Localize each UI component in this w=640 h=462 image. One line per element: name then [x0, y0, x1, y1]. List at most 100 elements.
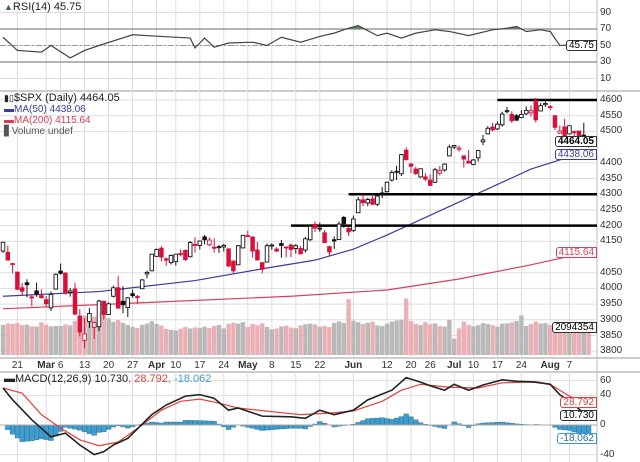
- x-axis-label: 7: [566, 360, 573, 371]
- candle-body: [120, 300, 126, 306]
- x-axis-label: 8: [269, 360, 275, 371]
- candle-body: [183, 249, 188, 260]
- ma200-value: 4115.64: [55, 115, 91, 126]
- volume-bar: [154, 323, 159, 355]
- volume-bar: [192, 327, 198, 355]
- volume-bar: [322, 325, 327, 355]
- candle-body: [221, 244, 227, 248]
- candle-body: [394, 170, 399, 173]
- candle-body: [475, 150, 481, 159]
- candle-body: [471, 159, 476, 165]
- candle-body: [29, 296, 35, 299]
- macd-histogram-bar: [206, 420, 213, 426]
- candle-body: [543, 103, 548, 106]
- macd-title: MACD(12,26,9): [15, 373, 92, 385]
- candle-body: [447, 146, 452, 157]
- macd-histogram-bar: [53, 424, 59, 437]
- volume-bar: [231, 322, 236, 355]
- price-tick-label: 4600: [600, 94, 623, 105]
- candle-body: [547, 106, 553, 109]
- volume-bar: [528, 324, 534, 355]
- price-tick-label: 4500: [600, 125, 623, 137]
- volume-bar: [533, 321, 538, 355]
- candle-body: [245, 235, 251, 238]
- volume-bar: [135, 327, 140, 355]
- volume-bar: [178, 328, 183, 355]
- candle-body: [43, 299, 49, 305]
- candle-body: [538, 105, 543, 112]
- macd-histogram-bar: [557, 424, 563, 430]
- x-axis-label: Apr: [147, 360, 166, 371]
- candle-body: [523, 109, 529, 115]
- volume-bar: [428, 324, 433, 355]
- candle-body: [115, 287, 121, 309]
- x-axis-label: 26: [424, 360, 436, 371]
- candle-body: [466, 160, 471, 164]
- histogram-value-badge: -18.062: [557, 433, 597, 444]
- volume-bar: [327, 327, 332, 355]
- x-axis-label: 15: [290, 360, 302, 371]
- volume-bar: [548, 324, 553, 355]
- volume-bar: [144, 323, 150, 355]
- candle-body: [235, 245, 241, 266]
- candle-body: [557, 130, 563, 134]
- macd-histogram-bar: [264, 424, 270, 431]
- volume-bar: [509, 322, 514, 355]
- volume-bar: [245, 326, 250, 355]
- candle-body: [10, 263, 15, 266]
- candle-body: [533, 100, 539, 121]
- volume-bar: [375, 325, 380, 355]
- candle-body: [216, 246, 222, 249]
- volume-bars-icon: ▋: [4, 126, 12, 137]
- macd-histogram-bar: [283, 424, 289, 429]
- candle-body: [274, 248, 279, 252]
- x-axis-label: 27: [127, 360, 139, 371]
- volume-bar: [120, 322, 126, 355]
- candle-body: [53, 273, 59, 290]
- macd-histogram-bar: [91, 424, 97, 436]
- x-axis-label: 12: [381, 360, 393, 371]
- volume-bar: [341, 322, 346, 355]
- candle-body: [437, 169, 443, 174]
- macd-tick-label: 0: [600, 419, 606, 430]
- rsi-legend: ▲RSI(14) 45.75: [4, 1, 81, 13]
- volume-bar: [365, 322, 370, 355]
- volume-bar: [48, 326, 54, 355]
- volume-bar: [264, 326, 270, 355]
- price-title: $SPX (Daily): [13, 92, 77, 104]
- candle-body: [427, 179, 433, 186]
- ma50-value: 4438.06: [49, 104, 86, 115]
- macd-histogram-bar: [566, 424, 573, 431]
- candle-body: [288, 244, 294, 250]
- x-axis-label: 17: [194, 360, 206, 371]
- candle-body: [269, 244, 275, 247]
- volume-bar: [519, 315, 524, 355]
- macd-histogram-bar: [254, 424, 261, 430]
- candle-body: [461, 155, 467, 160]
- macd-legend: ▬MACD(12,26,9) 10.730, 28.792, -18.062: [4, 373, 212, 385]
- price-last-badge: 4464.05: [554, 136, 597, 147]
- candle-body: [82, 333, 87, 341]
- volume-bar: [20, 325, 25, 355]
- rsi-tick-label: 90: [600, 6, 612, 18]
- macd-histogram-bar: [182, 420, 189, 426]
- ma50-label: MA(50): [14, 104, 47, 115]
- macd-histogram-bar: [398, 416, 405, 426]
- volume-bar: [293, 328, 298, 355]
- candle-body: [163, 258, 169, 261]
- x-axis-label: Mar: [37, 360, 56, 371]
- candle-body: [283, 246, 289, 249]
- volume-bar: [106, 318, 111, 355]
- x-axis-label: 21: [11, 360, 23, 371]
- volume-bar: [480, 323, 486, 355]
- candle-body: [255, 249, 260, 261]
- candle-body: [567, 125, 572, 135]
- volume-bar: [423, 322, 428, 355]
- macd-histogram-bar: [394, 417, 400, 426]
- x-axis-label: 17: [491, 360, 503, 371]
- macd-histogram-bar: [101, 424, 107, 433]
- candle-body: [168, 254, 174, 264]
- macd-histogram-bar: [389, 419, 395, 426]
- volume-bar: [53, 325, 58, 355]
